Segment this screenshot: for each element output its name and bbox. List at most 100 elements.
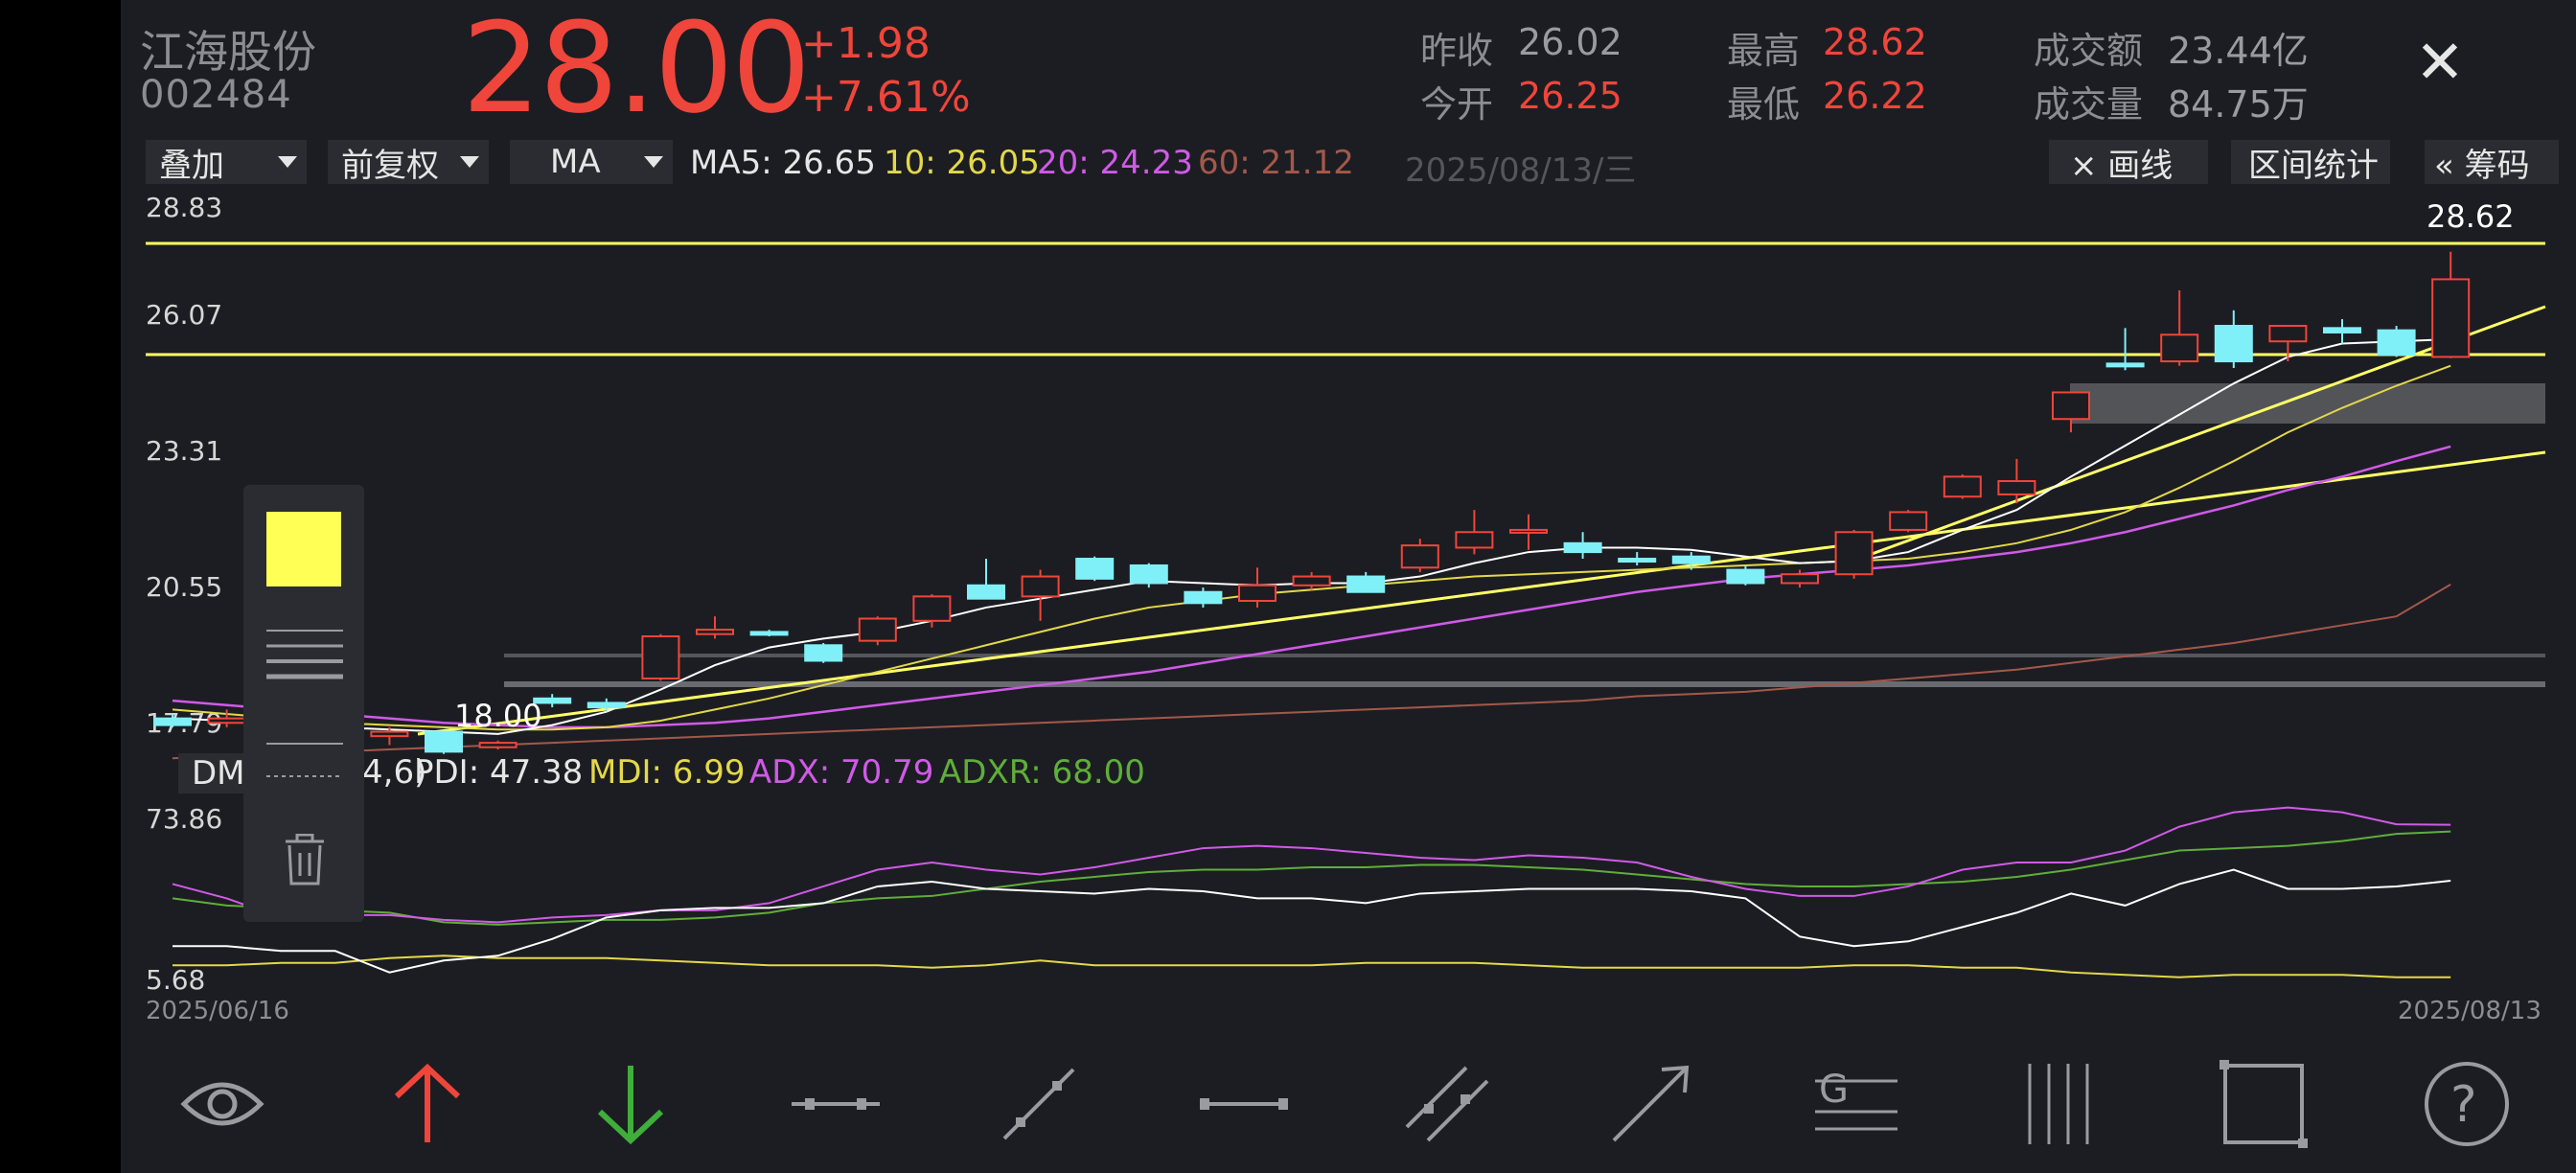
stock-name: 江海股份: [140, 26, 316, 78]
candle-body: [2431, 278, 2471, 358]
drawing-toolbar: G ?: [121, 1033, 2576, 1173]
amount-label: 成交额: [2034, 30, 2144, 72]
chips-button[interactable]: « 筹码: [2425, 140, 2559, 185]
mdi-line: [172, 954, 2451, 978]
indicator-label: MA: [550, 143, 601, 181]
mdi-value: MDI: 6.99: [588, 753, 746, 792]
stock-code: 002484: [140, 73, 292, 117]
open-label: 今开: [1420, 83, 1494, 126]
adxr-value: ADXR: 68.00: [939, 753, 1145, 792]
candle-body: [1781, 573, 1819, 585]
candle-body: [1618, 558, 1657, 564]
candle-body: [1075, 558, 1115, 580]
ma20-line: [172, 445, 2451, 729]
candle-body: [1997, 480, 2036, 495]
price-axis-label: 28.83: [146, 192, 223, 223]
rectangle-icon[interactable]: [2216, 1056, 2312, 1152]
horizontal-line-icon[interactable]: [1196, 1056, 1292, 1152]
candle-body: [912, 595, 952, 622]
candle-body: [207, 717, 246, 724]
indicator-dropdown[interactable]: MA: [510, 140, 673, 184]
candle-body: [2377, 329, 2416, 356]
current-date: 2025/08/13/三: [1405, 151, 1637, 190]
dmi-params: 4,6): [362, 753, 427, 792]
adjust-dropdown[interactable]: 前复权: [328, 140, 489, 185]
ray-icon[interactable]: [991, 1056, 1087, 1152]
prev-close-value: 26.02: [1518, 21, 1622, 63]
candle-body: [1129, 564, 1168, 585]
candle-body: [641, 635, 680, 679]
price-axis-label: 26.07: [146, 299, 223, 331]
candle-body: [1238, 584, 1276, 602]
close-icon[interactable]: ✕: [2415, 27, 2465, 97]
candle-body: [696, 629, 734, 635]
ma5-value: MA5: 26.65: [690, 144, 876, 182]
high-value: 28.62: [1823, 21, 1927, 63]
prev-close-label: 昨收: [1420, 30, 1494, 72]
candle-body: [804, 644, 843, 662]
candle-body: [370, 730, 409, 738]
candle-body: [2105, 362, 2145, 368]
drawn-trend-line: [1845, 305, 2546, 565]
line-style-popup: [243, 485, 364, 922]
highlight-zone: [2070, 383, 2545, 424]
pdi-line: [172, 868, 2451, 974]
vertical-lines-icon[interactable]: [2011, 1056, 2106, 1152]
left-black-bar: [0, 0, 121, 1173]
parallel-channel-icon[interactable]: [1399, 1056, 1495, 1152]
help-icon[interactable]: ?: [2419, 1056, 2515, 1152]
candle-body: [2268, 325, 2308, 343]
price-axis-label: 23.31: [146, 435, 223, 467]
candle-body: [1889, 511, 1928, 531]
price-change: +1.98: [801, 19, 931, 68]
arrow-line-icon[interactable]: [1602, 1056, 1698, 1152]
draw-line-button[interactable]: × 画线: [2049, 140, 2208, 185]
price-axis-label: 20.55: [146, 571, 223, 603]
candle-body: [1455, 531, 1494, 549]
candle-body: [749, 631, 789, 636]
adjust-label: 前复权: [341, 146, 439, 185]
gann-icon[interactable]: G: [1807, 1056, 1903, 1152]
adx-line: [172, 806, 2451, 924]
drawn-trend-line: [417, 450, 2546, 736]
candle-body: [586, 702, 626, 709]
candle-body: [478, 742, 518, 748]
line-style-icon[interactable]: [264, 736, 345, 784]
candle-body: [2052, 391, 2090, 421]
candle-body: [1292, 575, 1331, 586]
range-stats-button[interactable]: 区间统计: [2231, 140, 2390, 185]
eye-icon[interactable]: [174, 1056, 270, 1152]
svg-text:G: G: [1819, 1068, 1849, 1112]
kline-screen: 江海股份 002484 28.00 +1.98 +7.61% 昨收 26.02 …: [121, 0, 2576, 1173]
chevron-down-icon: [278, 156, 297, 168]
candle-body: [1563, 541, 1602, 554]
candle-body: [1509, 528, 1548, 534]
candle-body: [1021, 575, 1060, 598]
line-width-icon[interactable]: [264, 627, 345, 684]
candle-body: [153, 717, 192, 726]
overlay-label: 叠加: [159, 146, 224, 185]
overlay-dropdown[interactable]: 叠加: [146, 140, 307, 185]
chevron-down-icon: [644, 156, 663, 168]
high-label: 最高: [1727, 30, 1801, 72]
pdi-value: PDI: 47.38: [414, 753, 584, 792]
ma10-value: 10: 26.05: [884, 144, 1040, 182]
candle-body: [2214, 325, 2253, 363]
start-date: 2025/06/16: [146, 997, 289, 1025]
color-swatch[interactable]: [266, 512, 341, 586]
candle-body: [533, 697, 572, 704]
trash-icon[interactable]: [280, 834, 330, 887]
candle-body: [2160, 334, 2199, 363]
amount-value: 23.44亿: [2168, 30, 2309, 72]
candle-body: [2323, 327, 2361, 334]
adx-value: ADX: 70.79: [749, 753, 934, 792]
candle-body: [1346, 575, 1386, 593]
open-value: 26.25: [1518, 75, 1622, 117]
arrow-down-icon[interactable]: [583, 1056, 678, 1152]
segment-icon[interactable]: [788, 1056, 884, 1152]
low-label: 最低: [1727, 83, 1801, 126]
volume-label: 成交量: [2034, 83, 2144, 126]
kline-chart[interactable]: 28.62 18.00: [121, 0, 2576, 1033]
arrow-up-icon[interactable]: [380, 1056, 475, 1152]
candle-body: [1400, 544, 1439, 569]
